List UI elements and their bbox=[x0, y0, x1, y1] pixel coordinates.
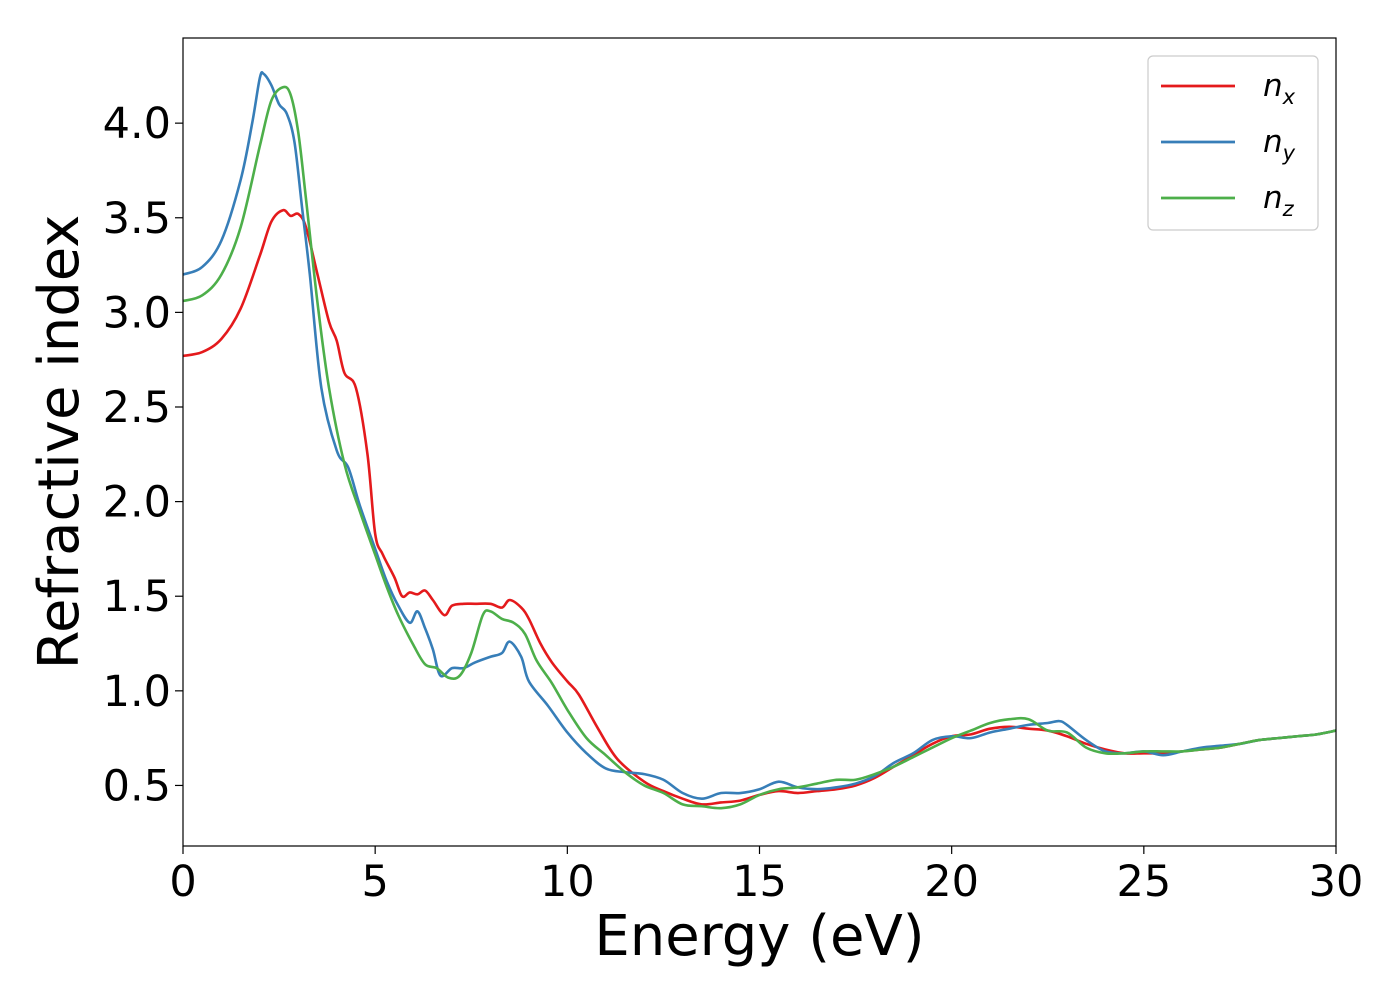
y-tick-label: 3.5 bbox=[103, 194, 171, 244]
x-tick-label: 10 bbox=[540, 857, 595, 907]
series-layer bbox=[183, 70, 1336, 810]
legend-label-y: ny bbox=[1263, 124, 1296, 165]
y-tick-label: 2.0 bbox=[103, 478, 171, 528]
legend-label-x: nx bbox=[1263, 68, 1296, 109]
legend: nx ny nz bbox=[1147, 55, 1319, 231]
y-axis-ticks: 0.5 1.0 1.5 2.0 2.5 3.0 3.5 4.0 bbox=[103, 99, 183, 811]
y-tick-label: 1.5 bbox=[103, 572, 171, 622]
series-line-x bbox=[183, 208, 1336, 806]
y-tick-label: 3.0 bbox=[103, 288, 171, 338]
y-axis-label: Refractive index bbox=[27, 215, 92, 670]
x-tick-label: 20 bbox=[924, 857, 979, 907]
x-tick-label: 5 bbox=[361, 857, 388, 907]
y-tick-label: 0.5 bbox=[103, 761, 171, 811]
x-axis-ticks: 0 5 10 15 20 25 30 bbox=[169, 846, 1363, 907]
x-axis-label: Energy (eV) bbox=[594, 904, 924, 969]
x-tick-label: 30 bbox=[1309, 857, 1364, 907]
x-tick-label: 0 bbox=[169, 857, 196, 907]
x-tick-label: 15 bbox=[732, 857, 787, 907]
series-line-z bbox=[183, 85, 1336, 810]
y-tick-label: 1.0 bbox=[103, 667, 171, 717]
x-tick-label: 25 bbox=[1116, 857, 1171, 907]
y-tick-label: 2.5 bbox=[103, 383, 171, 433]
y-tick-label: 4.0 bbox=[103, 99, 171, 149]
legend-label-z: nz bbox=[1263, 180, 1295, 221]
